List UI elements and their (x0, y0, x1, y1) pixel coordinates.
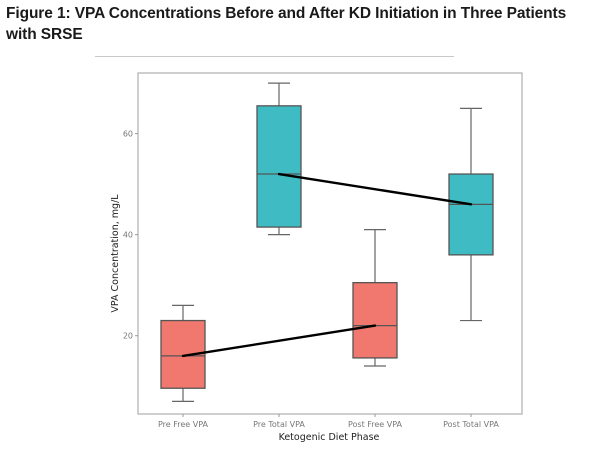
y-axis-title: VPA Concentration, mg/L (110, 194, 121, 313)
x-tick-label: Pre Total VPA (253, 420, 305, 429)
boxes-group (160, 82, 494, 402)
x-tick-label: Post Free VPA (348, 420, 403, 429)
box-body (352, 282, 398, 359)
x-tick-label: Pre Free VPA (158, 420, 209, 429)
box-post-free-vpa (352, 229, 398, 367)
x-axis-title: Ketogenic Diet Phase (279, 432, 380, 443)
box-body (256, 105, 302, 228)
y-tick-label: 20 (123, 332, 133, 341)
box-body (448, 173, 494, 256)
x-axis: Pre Free VPA Pre Total VPA Post Free VPA Po… (158, 414, 499, 429)
x-tick-label: Post Total VPA (443, 420, 499, 429)
median-connector-line (181, 324, 377, 358)
figure-title: Figure 1: VPA Concentrations Before and … (6, 5, 567, 43)
y-tick-label: 60 (123, 130, 133, 139)
y-axis: 20 40 60 (123, 130, 138, 341)
median-connector-line (277, 172, 473, 206)
box-pre-total-vpa (256, 82, 302, 236)
title-divider (95, 56, 454, 57)
box-post-total-vpa (448, 107, 494, 322)
y-tick-label: 40 (123, 231, 133, 240)
median-connectors (181, 172, 473, 358)
